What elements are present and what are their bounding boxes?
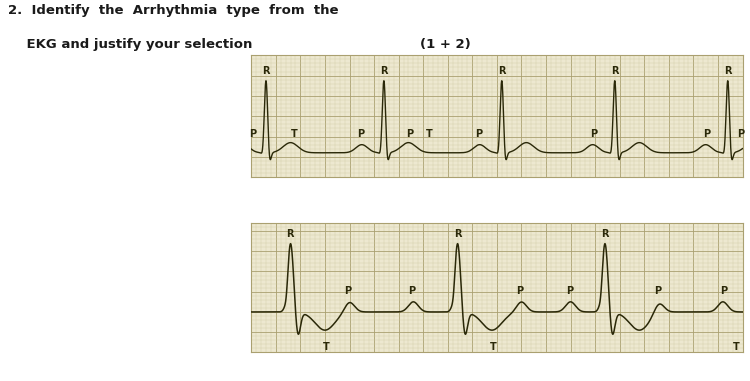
Text: P: P bbox=[590, 129, 597, 139]
Text: P: P bbox=[721, 286, 728, 296]
Text: P: P bbox=[344, 286, 352, 296]
Text: T: T bbox=[322, 343, 329, 352]
Text: T: T bbox=[290, 129, 297, 139]
Text: P: P bbox=[409, 286, 416, 296]
Text: R: R bbox=[380, 66, 388, 75]
Text: R: R bbox=[601, 229, 608, 239]
Text: P: P bbox=[249, 129, 256, 139]
Text: T: T bbox=[426, 129, 433, 139]
Text: R: R bbox=[610, 66, 618, 75]
Text: R: R bbox=[498, 66, 506, 75]
Text: R: R bbox=[724, 66, 731, 75]
Text: P: P bbox=[654, 286, 662, 296]
Text: (1 + 2): (1 + 2) bbox=[420, 38, 471, 51]
Text: T: T bbox=[490, 343, 496, 352]
Text: R: R bbox=[262, 66, 269, 75]
Text: P: P bbox=[566, 286, 573, 296]
Text: R: R bbox=[454, 229, 461, 239]
Text: 2.  Identify  the  Arrhythmia  type  from  the: 2. Identify the Arrhythmia type from the bbox=[8, 4, 338, 17]
Text: P: P bbox=[475, 129, 482, 139]
Text: P: P bbox=[737, 129, 745, 139]
Text: R: R bbox=[286, 229, 294, 239]
Text: P: P bbox=[406, 129, 413, 139]
Text: P: P bbox=[517, 286, 524, 296]
Text: EKG and justify your selection: EKG and justify your selection bbox=[8, 38, 252, 51]
Text: P: P bbox=[357, 129, 364, 139]
Text: T: T bbox=[733, 343, 740, 352]
Text: P: P bbox=[704, 129, 710, 139]
